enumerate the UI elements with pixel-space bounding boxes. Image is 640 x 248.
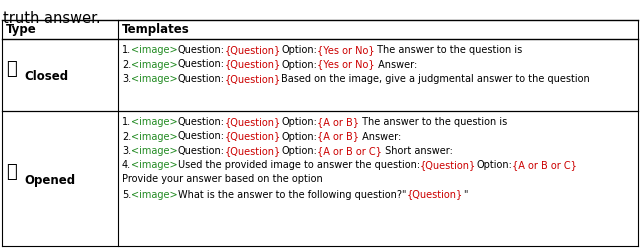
Text: {A or B}: {A or B}	[317, 117, 359, 127]
Text: Option:: Option:	[281, 60, 317, 69]
Text: Option:: Option:	[281, 146, 317, 156]
Text: Option:: Option:	[281, 45, 317, 55]
Text: Question:: Question:	[178, 74, 225, 84]
Text: Answer:: Answer:	[374, 60, 417, 69]
Text: {A or B or C}: {A or B or C}	[317, 146, 381, 156]
Text: Option:: Option:	[281, 117, 317, 127]
Text: truth answer.: truth answer.	[3, 11, 100, 26]
Text: Question:: Question:	[178, 117, 225, 127]
Text: 2.: 2.	[122, 131, 131, 142]
Text: {Question}: {Question}	[225, 45, 281, 55]
Text: 4.: 4.	[122, 160, 131, 171]
Text: Based on the image, give a judgmental answer to the question: Based on the image, give a judgmental an…	[281, 74, 589, 84]
Text: {Yes or No}: {Yes or No}	[317, 60, 374, 69]
Text: {Question}: {Question}	[406, 189, 463, 199]
Text: Question:: Question:	[178, 45, 225, 55]
Text: 3.: 3.	[122, 146, 131, 156]
Text: {Question}: {Question}	[225, 131, 281, 142]
Text: The answer to the question is: The answer to the question is	[359, 117, 507, 127]
Text: {A or B}: {A or B}	[317, 131, 359, 142]
Text: {Question}: {Question}	[225, 146, 281, 156]
Text: {Question}: {Question}	[225, 74, 281, 84]
Text: Closed: Closed	[24, 70, 68, 84]
Text: <image>: <image>	[131, 146, 178, 156]
Text: <image>: <image>	[131, 60, 178, 69]
Text: <image>: <image>	[131, 74, 178, 84]
Text: 1.: 1.	[122, 45, 131, 55]
Text: 1.: 1.	[122, 117, 131, 127]
Text: The answer to the question is: The answer to the question is	[374, 45, 523, 55]
Text: Type: Type	[6, 23, 36, 36]
Text: What is the answer to the following question?": What is the answer to the following ques…	[178, 189, 406, 199]
Text: Question:: Question:	[178, 146, 225, 156]
Text: <image>: <image>	[131, 189, 178, 199]
Text: {A or B or C}: {A or B or C}	[512, 160, 577, 171]
Text: 5.: 5.	[122, 189, 131, 199]
Text: Provide your answer based on the option: Provide your answer based on the option	[122, 174, 323, 184]
Text: 🐸: 🐸	[6, 60, 17, 78]
Text: 3.: 3.	[122, 74, 131, 84]
Text: Question:: Question:	[178, 131, 225, 142]
Text: Short answer:: Short answer:	[381, 146, 452, 156]
Text: Opened: Opened	[24, 174, 75, 187]
Text: {Yes or No}: {Yes or No}	[317, 45, 374, 55]
Text: <image>: <image>	[131, 160, 178, 171]
Text: Option:: Option:	[476, 160, 512, 171]
Text: {Question}: {Question}	[225, 60, 281, 69]
Text: Question:: Question:	[178, 60, 225, 69]
Text: Answer:: Answer:	[359, 131, 401, 142]
Text: <image>: <image>	[131, 45, 178, 55]
Text: 2.: 2.	[122, 60, 131, 69]
Text: {Question}: {Question}	[225, 117, 281, 127]
Text: ": "	[463, 189, 467, 199]
Text: Used the provided image to answer the question:: Used the provided image to answer the qu…	[178, 160, 420, 171]
Text: Templates: Templates	[122, 23, 189, 36]
Text: Option:: Option:	[281, 131, 317, 142]
Text: <image>: <image>	[131, 131, 178, 142]
Text: <image>: <image>	[131, 117, 178, 127]
Text: 🐸: 🐸	[6, 163, 17, 182]
Text: {Question}: {Question}	[420, 160, 476, 171]
